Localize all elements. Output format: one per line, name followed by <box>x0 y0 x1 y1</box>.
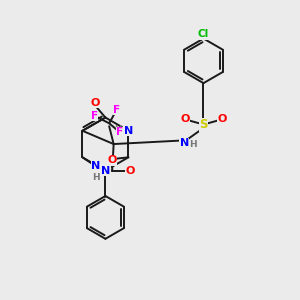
Text: F: F <box>116 127 123 137</box>
Text: O: O <box>180 114 190 124</box>
Text: F: F <box>91 111 98 121</box>
Text: N: N <box>124 126 133 136</box>
Text: F: F <box>113 105 120 115</box>
Text: O: O <box>90 98 100 108</box>
Text: O: O <box>107 155 117 165</box>
Text: S: S <box>199 118 208 131</box>
Text: O: O <box>125 166 135 176</box>
Text: O: O <box>217 114 226 124</box>
Text: N: N <box>101 166 110 176</box>
Text: N: N <box>180 138 189 148</box>
Text: H: H <box>114 125 122 134</box>
Text: H: H <box>189 140 197 149</box>
Text: Cl: Cl <box>198 29 209 39</box>
Text: N: N <box>91 161 101 171</box>
Text: H: H <box>93 173 100 182</box>
